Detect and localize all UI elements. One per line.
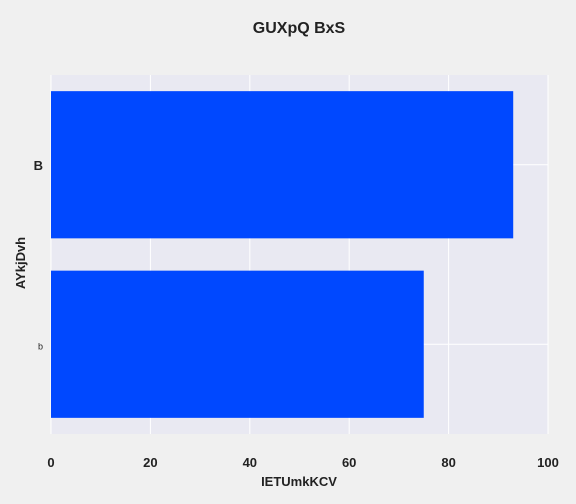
x-tick-label: 100 (537, 455, 559, 470)
y-tick-label: b (38, 341, 43, 351)
chart-title: GUXpQ BxS (253, 20, 346, 37)
bar-b (51, 270, 424, 418)
bar-B (51, 91, 514, 239)
x-axis-label: IETUmkKCV (261, 474, 337, 489)
tick-labels: 0 20 40 60 80 100 b B (34, 158, 559, 470)
x-tick-label: 0 (47, 455, 54, 470)
x-tick-label: 60 (342, 455, 356, 470)
x-tick-label: 80 (441, 455, 455, 470)
y-tick-label: B (34, 158, 43, 173)
y-axis-label: AYkjDvh (13, 237, 28, 289)
bars (51, 91, 514, 418)
x-tick-label: 40 (243, 455, 257, 470)
x-tick-label: 20 (143, 455, 157, 470)
